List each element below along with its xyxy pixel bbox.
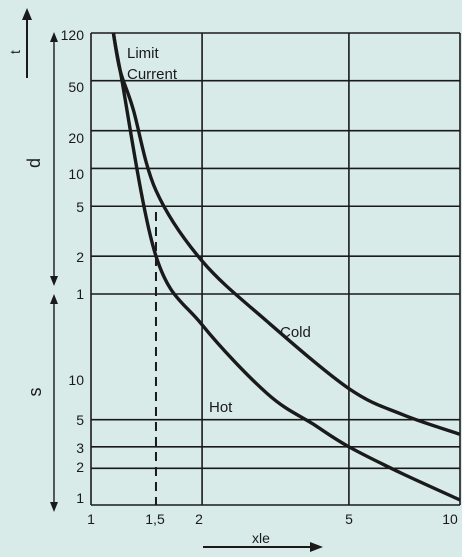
y-axis-label-t: t [7,50,23,54]
series-line-hot [111,32,461,502]
y-tick-label-s-1: 1 [76,490,84,506]
series-label-hot: Hot [209,399,233,416]
series-label-cold: Cold [280,324,311,341]
y-tick-label-5: 5 [76,199,84,215]
d-bracket-arrowhead-bottom [50,276,58,286]
x-axis-label: xle [252,530,270,546]
s-bracket-arrowhead-bottom [50,502,58,512]
x-axis-arrowhead [310,542,323,552]
y-tick-labels-s: 10 5 3 2 1 [68,372,84,506]
y-unit-label-d: d [24,158,44,168]
y-tick-label-20: 20 [68,130,84,146]
x-tick-label-2: 2 [195,511,203,527]
y-tick-label-10: 10 [68,166,84,182]
series-line-cold [111,32,461,436]
y-tick-labels-d: 120 50 20 10 5 2 1 [61,27,85,302]
y-tick-label-50: 50 [68,79,84,95]
grid-layer [90,32,461,506]
y-unit-label-s: s [25,388,45,397]
curve-layer [111,32,461,502]
s-bracket-arrowhead-top [50,294,58,304]
x-tick-label-1: 1 [87,511,95,527]
y-tick-label-120: 120 [61,27,85,43]
y-axis-arrowhead [22,8,32,20]
y-tick-label-s-10: 10 [68,372,84,388]
x-tick-label-5: 5 [345,511,353,527]
y-tick-label-s-5: 5 [76,412,84,428]
annotation-limit: Limit [127,45,160,62]
y-tick-label-s-2: 2 [76,459,84,475]
y-tick-label-s-3: 3 [76,440,84,456]
y-tick-label-1: 1 [76,286,84,302]
annotation-current: Current [127,66,178,83]
x-tick-labels: 1 1,5 2 5 10 [87,511,458,527]
x-tick-label-10: 10 [442,511,458,527]
x-tick-label-1-5: 1,5 [145,511,165,527]
y-tick-label-2: 2 [76,249,84,265]
d-bracket-arrowhead-top [50,32,58,42]
